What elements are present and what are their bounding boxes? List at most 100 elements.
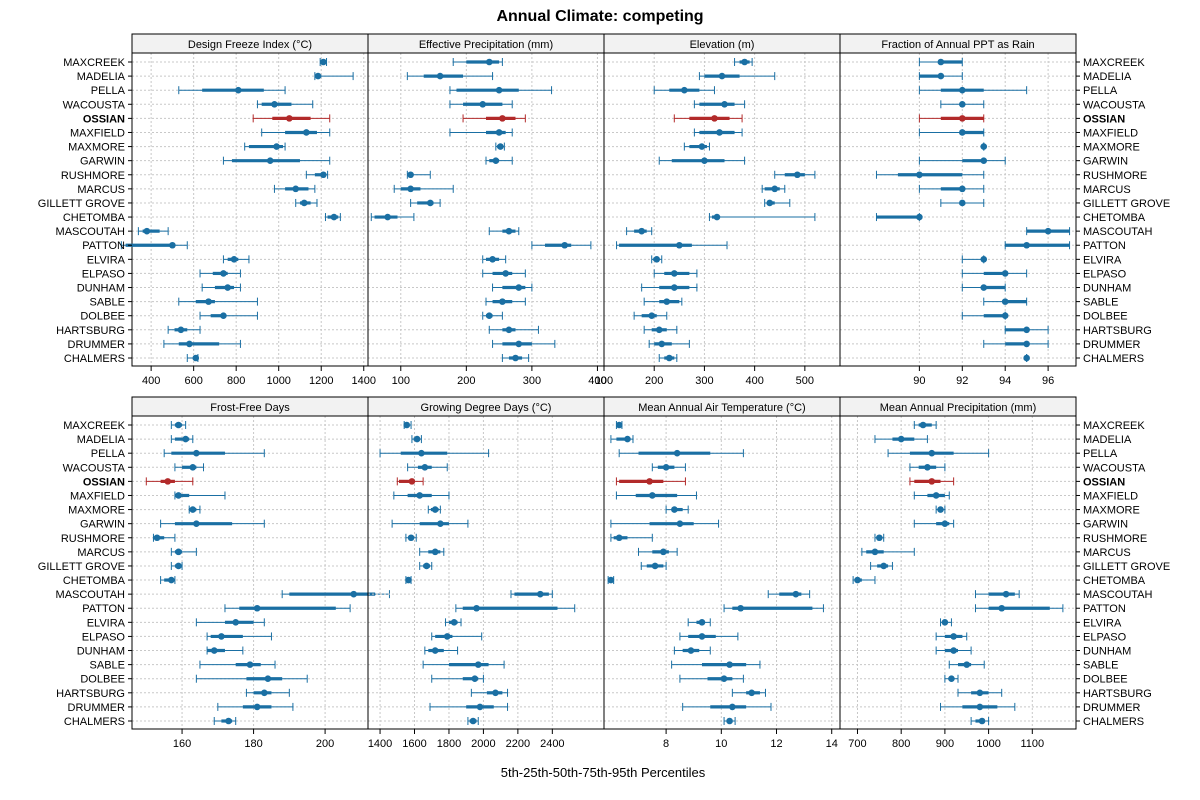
median-point [794,171,801,179]
median-point [615,534,623,542]
median-point [485,312,493,320]
median-point [711,115,718,122]
median-point [792,590,800,598]
interval-maxcreek [615,421,623,429]
x-tick-label: 900 [936,738,954,750]
x-axis-label: 5th-25th-50th-75th-95th Percentiles [501,765,706,780]
site-label: HARTSBURG [1083,688,1152,700]
median-point [436,72,444,80]
median-point [253,604,261,612]
median-point [476,703,484,711]
site-label: GILLETT GROVE [38,198,125,210]
median-point [177,326,185,334]
panel-frame [367,415,605,730]
panel-effective-precipitation-mm-: Effective Precipitation (mm) 100 200 300 400 [367,33,607,387]
median-point [403,421,411,429]
interval-chetomba [852,576,876,585]
median-point [246,661,254,668]
interval-rushmore [874,533,885,542]
median-point [718,72,726,80]
panel-frame [367,52,605,367]
interval-maxfield [393,491,450,500]
interval-chalmers [658,354,678,362]
median-point [495,129,503,136]
site-label: WACOUSTA [1083,462,1146,474]
x-tick-label: 200 [645,375,663,387]
interval-maxmore [683,142,710,151]
median-point [320,171,327,179]
median-point [300,199,308,207]
median-point [224,284,231,291]
interval-dolbee [944,674,959,683]
interval-dolbee [431,674,484,683]
site-label: HARTSBURG [1083,325,1152,337]
median-point [407,171,414,179]
site-label: MARCUS [77,547,125,559]
site-label: MASCOUTAH [1083,589,1153,601]
interval-drummer [217,702,294,711]
median-point [663,298,671,305]
site-label: DOLBEE [1083,311,1128,323]
median-point [502,270,509,277]
interval-ossian [615,477,686,486]
interval-patton [974,604,1064,613]
interval-gillett-grove [410,198,441,207]
median-point [182,435,189,443]
site-label: ELVIRA [87,254,126,266]
site-label: MAXCREEK [63,57,125,69]
site-label: DRUMMER [68,702,125,714]
panel-frame [131,52,369,367]
interval-madelia [918,72,963,81]
median-point [175,548,182,556]
site-label: GARWIN [80,156,125,168]
interval-elvira [445,618,462,627]
median-point [314,72,322,80]
median-point [469,717,477,725]
median-point [437,520,444,527]
interval-pella [618,449,744,458]
median-point [963,661,971,668]
interval-patton [531,241,592,250]
interval-gillett-grove [170,561,183,570]
median-point [766,199,774,207]
median-point [681,86,688,94]
site-label: GARWIN [80,519,125,531]
interval-maxfield [174,491,226,500]
median-point [210,647,218,654]
interval-dunham [206,646,244,655]
interval-sable [948,660,985,669]
median-point [941,619,949,626]
interval-elpaso [961,269,1028,278]
interval-wacousta [174,463,205,472]
median-point [916,213,923,221]
site-label: CHETOMBA [63,212,126,224]
interval-maxfield [693,128,743,137]
site-label: WACOUSTA [1083,99,1146,111]
interval-wacousta [940,100,985,109]
site-label: OSSIAN [83,476,125,488]
site-label: CHETOMBA [1083,212,1146,224]
median-point [670,270,678,277]
median-point [220,270,227,277]
interval-hartsburg [643,325,678,334]
site-label: DOLBEE [80,311,125,323]
site-label: ELVIRA [1083,617,1122,629]
interval-chetomba [370,213,415,222]
median-point [687,647,695,654]
x-tick-label: 1000 [976,738,1000,750]
interval-maxmore [980,142,988,151]
median-point [1023,326,1030,334]
interval-patton [616,241,728,250]
interval-marcus [761,184,786,193]
interval-marcus [861,547,915,556]
median-point [671,506,678,513]
interval-drummer [983,339,1049,348]
site-label: CHALMERS [64,353,125,365]
median-point [264,675,272,683]
site-label: MADELIA [1083,434,1132,446]
median-point [218,633,225,640]
interval-drummer [682,702,772,711]
interval-mascoutah [281,590,390,599]
interval-maxcreek [734,58,753,66]
median-point [729,703,736,711]
